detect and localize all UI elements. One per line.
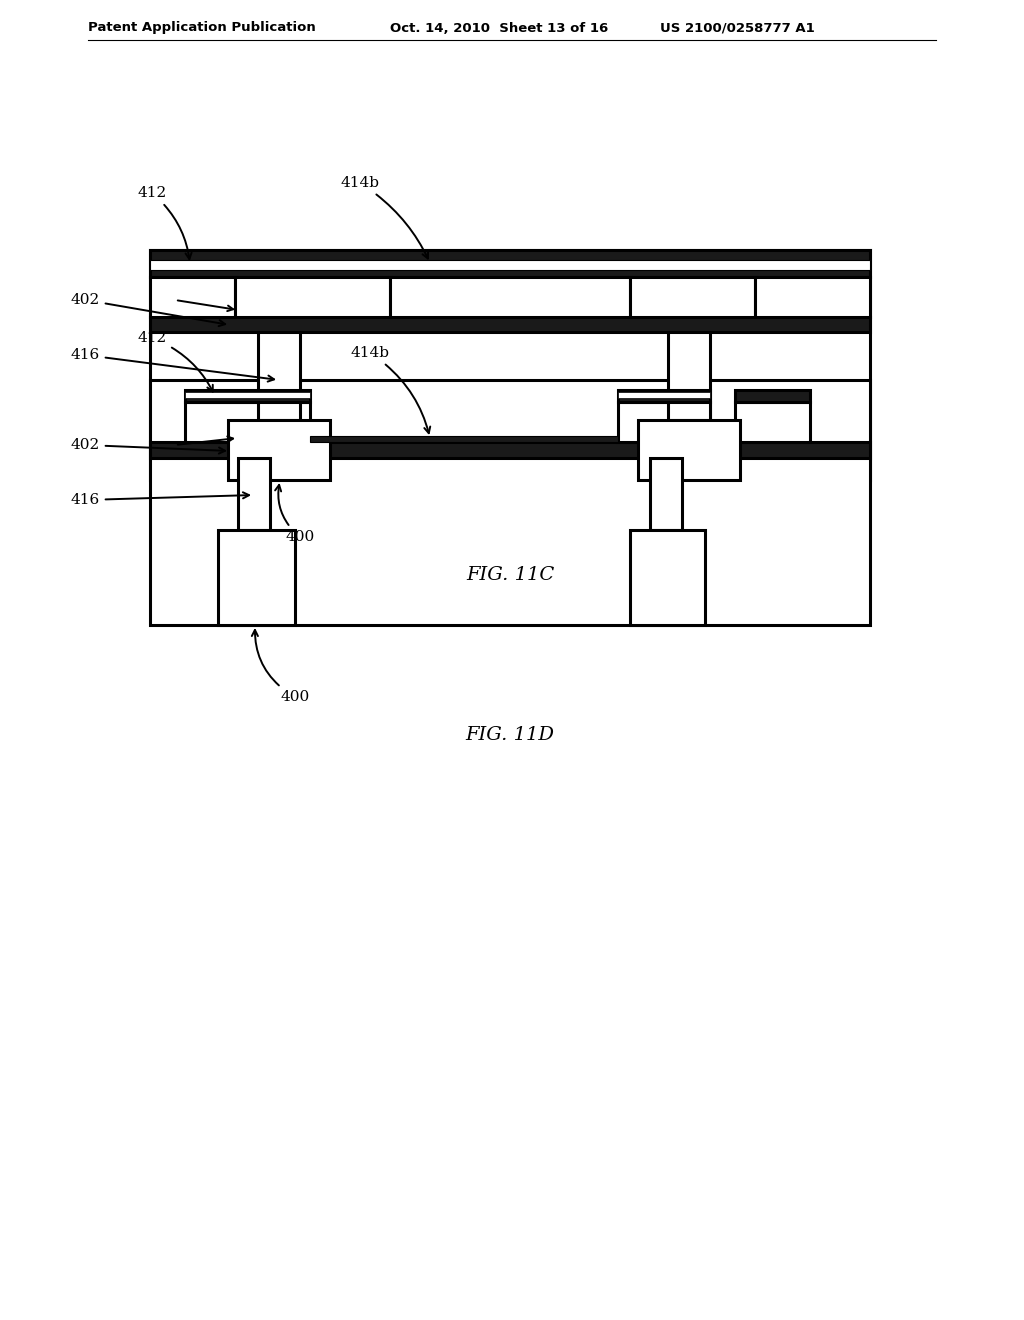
- Text: Oct. 14, 2010  Sheet 13 of 16: Oct. 14, 2010 Sheet 13 of 16: [390, 21, 608, 34]
- Text: 402: 402: [71, 438, 225, 454]
- Bar: [150, 380, 870, 624]
- Text: US 2100/0258777 A1: US 2100/0258777 A1: [660, 21, 815, 34]
- Bar: [310, 436, 618, 442]
- Text: 412: 412: [137, 186, 191, 259]
- Bar: [618, 389, 710, 403]
- Text: FIG. 11C: FIG. 11C: [466, 566, 554, 583]
- Bar: [618, 392, 710, 399]
- Bar: [185, 403, 310, 442]
- Bar: [630, 277, 755, 317]
- Text: 416: 416: [71, 492, 249, 507]
- Bar: [228, 420, 330, 480]
- Text: 412: 412: [137, 331, 213, 392]
- Bar: [234, 277, 390, 317]
- Bar: [150, 277, 234, 317]
- Bar: [755, 277, 870, 317]
- Bar: [185, 392, 310, 399]
- Bar: [618, 403, 710, 442]
- Bar: [390, 277, 630, 317]
- Bar: [258, 333, 300, 420]
- Text: 402: 402: [71, 293, 225, 326]
- Text: FIG. 11D: FIG. 11D: [466, 726, 555, 744]
- Bar: [238, 458, 270, 531]
- Text: Patent Application Publication: Patent Application Publication: [88, 21, 315, 34]
- Bar: [650, 458, 682, 531]
- Bar: [735, 389, 810, 403]
- Text: 414b: 414b: [341, 176, 428, 259]
- Text: 414b: 414b: [350, 346, 430, 433]
- Text: 416: 416: [71, 348, 274, 381]
- Bar: [668, 333, 710, 420]
- Bar: [630, 531, 705, 624]
- Bar: [150, 442, 870, 458]
- Bar: [218, 531, 295, 624]
- Text: 400: 400: [275, 484, 314, 544]
- Bar: [638, 420, 740, 480]
- Bar: [185, 389, 310, 403]
- Text: 400: 400: [252, 630, 309, 704]
- Bar: [150, 260, 870, 271]
- Bar: [150, 249, 870, 277]
- Bar: [150, 249, 870, 480]
- Bar: [150, 317, 870, 333]
- Bar: [735, 403, 810, 442]
